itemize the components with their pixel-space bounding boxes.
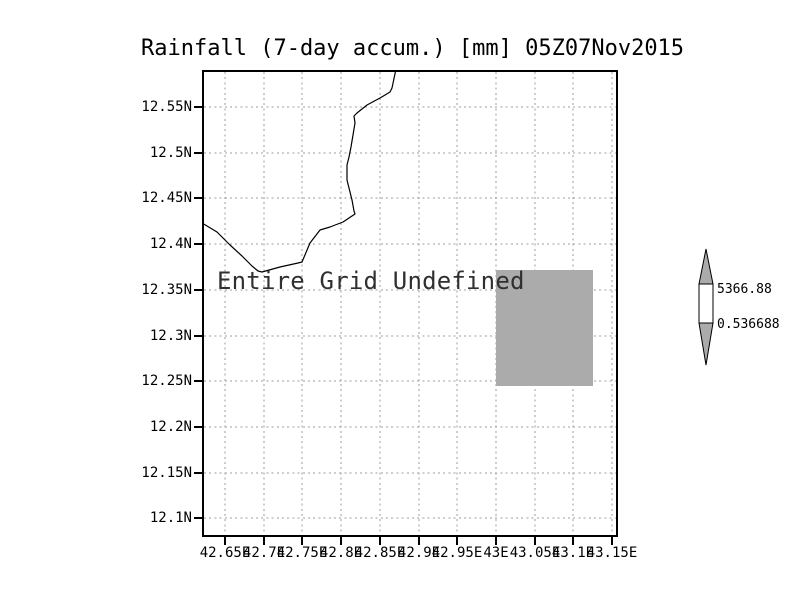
y-axis-label: 12.15N	[141, 465, 192, 481]
y-axis-label: 12.35N	[141, 282, 192, 298]
y-tick	[194, 380, 202, 382]
coastline-path	[204, 72, 396, 273]
x-tick	[534, 537, 536, 545]
x-tick	[340, 537, 342, 545]
x-axis-label: 42.95E	[431, 545, 483, 561]
y-axis-label: 12.1N	[149, 510, 192, 526]
colorbar-min-label: 0.536688	[717, 317, 780, 332]
x-tick	[456, 537, 458, 545]
y-tick	[194, 335, 202, 337]
y-axis-label: 12.2N	[149, 419, 192, 435]
x-tick	[572, 537, 574, 545]
y-axis-label: 12.25N	[141, 373, 192, 389]
colorbar	[698, 248, 714, 366]
colorbar-lower-arrow	[698, 322, 714, 366]
x-axis-label: 42.8E	[319, 545, 363, 561]
x-axis-label: 42.85E	[354, 545, 406, 561]
y-tick	[194, 289, 202, 291]
vertical-gridlines	[224, 72, 613, 535]
map-plot-area: Entire Grid Undefined	[202, 70, 618, 537]
y-axis-label: 12.5N	[149, 145, 192, 161]
y-tick	[194, 152, 202, 154]
y-axis-label: 12.4N	[149, 236, 192, 252]
x-axis-label: 43.15E	[586, 545, 638, 561]
grid-undefined-message: Entire Grid Undefined	[217, 267, 525, 295]
x-axis-label: 43.1E	[551, 545, 595, 561]
undefined-region-rect	[496, 270, 593, 386]
x-axis-label: 43.05E	[509, 545, 561, 561]
y-tick	[194, 517, 202, 519]
x-tick	[263, 537, 265, 545]
plot-title: Rainfall (7-day accum.) [mm] 05Z07Nov201…	[141, 36, 685, 61]
x-tick	[495, 537, 497, 545]
y-axis-label: 12.3N	[149, 328, 192, 344]
x-axis-label: 42.9E	[397, 545, 441, 561]
x-axis-label: 42.65E	[199, 545, 251, 561]
x-tick	[418, 537, 420, 545]
map-graphics	[204, 72, 616, 535]
colorbar-max-label: 5366.88	[717, 282, 772, 297]
y-tick	[194, 426, 202, 428]
x-tick	[301, 537, 303, 545]
colorbar-upper-arrow	[698, 248, 714, 285]
x-tick	[224, 537, 226, 545]
y-axis-label: 12.55N	[141, 99, 192, 115]
x-tick	[611, 537, 613, 545]
colorbar-band	[698, 283, 714, 324]
x-axis-label: 42.7E	[242, 545, 286, 561]
y-tick	[194, 243, 202, 245]
y-tick	[194, 472, 202, 474]
y-tick	[194, 106, 202, 108]
x-tick	[379, 537, 381, 545]
y-tick	[194, 197, 202, 199]
x-axis-label: 43E	[483, 545, 509, 561]
x-axis-label: 42.75E	[276, 545, 328, 561]
y-axis-label: 12.45N	[141, 190, 192, 206]
